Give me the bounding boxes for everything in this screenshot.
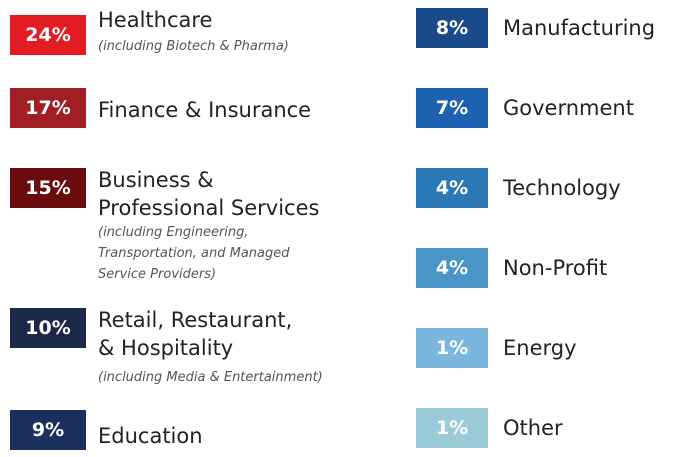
- category-note: Transportation, and Managed: [98, 246, 290, 261]
- percent-box: 24%: [10, 15, 86, 55]
- percent-box: 10%: [10, 308, 86, 348]
- category-note: (including Media & Entertainment): [98, 370, 323, 385]
- category-label: Education: [98, 424, 203, 448]
- percent-box: 1%: [416, 408, 488, 448]
- category-label: Manufacturing: [503, 16, 656, 40]
- percent-box: 17%: [10, 88, 86, 128]
- category-label: Energy: [503, 336, 577, 360]
- percent-box: 4%: [416, 168, 488, 208]
- category-label: Business &: [98, 168, 214, 192]
- category-label: Professional Services: [98, 196, 320, 220]
- category-label: Government: [503, 96, 634, 120]
- percent-box: 7%: [416, 88, 488, 128]
- category-note: (including Biotech & Pharma): [98, 39, 289, 54]
- category-label: Finance & Insurance: [98, 98, 312, 122]
- category-label: Other: [503, 416, 563, 440]
- category-label: Technology: [503, 176, 621, 200]
- category-note: (including Engineering,: [98, 225, 249, 240]
- percent-box: 9%: [10, 410, 86, 450]
- percent-box: 4%: [416, 248, 488, 288]
- category-label: & Hospitality: [98, 336, 234, 360]
- category-label: Retail, Restaurant,: [98, 308, 293, 332]
- category-note: Service Providers): [98, 267, 217, 282]
- percent-box: 15%: [10, 168, 86, 208]
- category-label: Non-Profit: [503, 256, 608, 280]
- category-label: Healthcare: [98, 8, 213, 32]
- percent-box: 8%: [416, 8, 488, 48]
- percent-box: 1%: [416, 328, 488, 368]
